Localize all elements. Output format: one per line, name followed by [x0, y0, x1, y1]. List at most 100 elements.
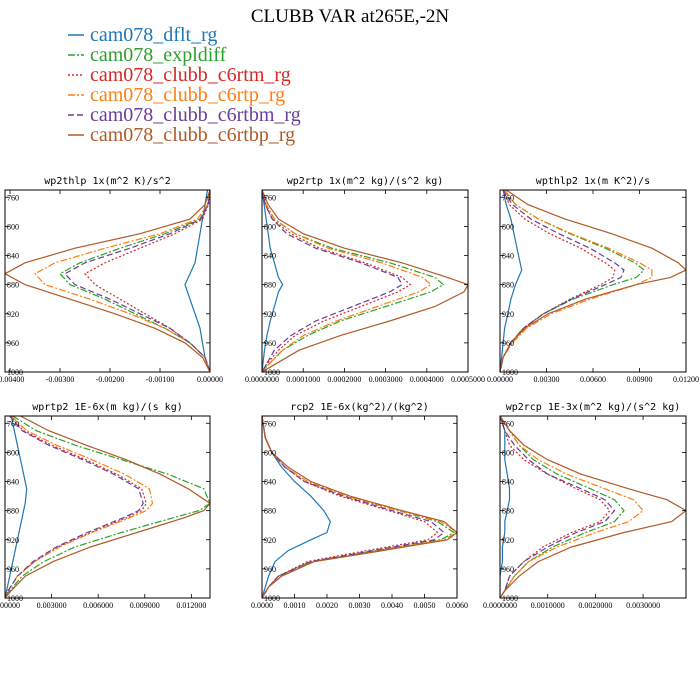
y-tick-label: 800 [264, 448, 276, 457]
y-tick-label: 760 [502, 193, 514, 202]
x-tick-label: 0.00000 [487, 375, 513, 384]
panel-title: wp2rtp 1x(m^2 kg)/(s^2 kg) [287, 176, 444, 187]
x-tick-label: 0.003000 [37, 601, 67, 610]
x-tick-label: 0.00000 [197, 375, 223, 384]
x-tick-label: 0.00600 [580, 375, 606, 384]
y-tick-label: 960 [502, 339, 514, 348]
legend-entry: cam078_dflt_rg [68, 24, 217, 46]
y-tick-label: 920 [502, 536, 514, 545]
x-tick-label: -0.00400 [0, 375, 24, 384]
series-line [262, 190, 403, 372]
legend-label: cam078_dflt_rg [90, 24, 217, 46]
y-tick-label: 960 [264, 565, 276, 574]
series-line [500, 190, 686, 372]
y-tick-label: 880 [7, 507, 19, 516]
y-tick-label: 880 [264, 507, 276, 516]
series-line [5, 416, 210, 598]
x-tick-label: 0.000000 [0, 601, 20, 610]
panel: wp2rcp 1E-3x(m^2 kg)/(s^2 kg) 760 800 840 88… [483, 402, 687, 610]
y-tick-label: 840 [264, 478, 276, 487]
x-tick-label: 0.0030000 [626, 601, 660, 610]
plot-frame [499, 415, 687, 599]
y-tick-label: 1000 [502, 368, 518, 377]
series-group [500, 190, 686, 372]
x-tick-label: 0.0020000 [578, 601, 612, 610]
series-line [500, 416, 616, 598]
series-group [500, 416, 686, 598]
panel-title: wp2thlp 1x(m^2 K)/s^2 [44, 176, 170, 187]
y-tick-label: 880 [502, 281, 514, 290]
series-line [500, 416, 625, 598]
series-line [262, 190, 412, 372]
panel: wp2thlp 1x(m^2 K)/s^2 760 800 840 880 920 960 1… [0, 176, 223, 384]
series-line [5, 190, 210, 372]
panel: rcp2 1E-6x(kg^2)/(kg^2) 760 800 840 880 920 96… [251, 402, 468, 610]
x-tick-label: 0.0000 [251, 601, 273, 610]
series-line [500, 190, 653, 372]
y-tick-label: 840 [7, 252, 19, 261]
series-line [262, 190, 432, 372]
legend-entry: cam078_expldiff [68, 44, 227, 66]
series-line [262, 190, 468, 372]
y-tick-label: 800 [264, 222, 276, 231]
x-tick-label: -0.00300 [46, 375, 75, 384]
y-tick-label: 960 [7, 565, 19, 574]
series-group [262, 190, 468, 372]
series-line [262, 190, 445, 372]
panel-title: wprtp2 1E-6x(m kg)/(s kg) [32, 402, 183, 413]
legend-entry: cam078_clubb_c6rtm_rg [68, 64, 291, 86]
series-line [262, 416, 445, 598]
panel: wp2rtp 1x(m^2 kg)/(s^2 kg) 760 800 840 880 92… [245, 176, 485, 384]
plot-frame [261, 189, 469, 373]
panel-title: rcp2 1E-6x(kg^2)/(kg^2) [290, 402, 428, 413]
x-tick-label: 0.0010 [284, 601, 306, 610]
y-tick-label: 920 [264, 310, 276, 319]
series-line [5, 416, 28, 598]
y-tick-label: 800 [502, 222, 514, 231]
y-tick-label: 840 [502, 478, 514, 487]
x-tick-label: 0.0001000 [286, 375, 320, 384]
panels: wp2thlp 1x(m^2 K)/s^2 760 800 840 880 920 960 1… [0, 176, 699, 610]
y-tick-label: 760 [502, 419, 514, 428]
series-line [64, 190, 210, 372]
y-tick-label: 960 [502, 565, 514, 574]
x-tick-label: 0.0060 [446, 601, 468, 610]
series-line [262, 416, 457, 598]
figure-title: CLUBB VAR at265E,-2N [251, 6, 450, 27]
legend-entry: cam078_clubb_c6rtbm_rg [68, 104, 301, 126]
series-line [34, 190, 210, 372]
y-tick-label: 760 [264, 193, 276, 202]
panel: wprtp2 1E-6x(m kg)/(s kg) 760 800 840 880 920… [0, 402, 211, 610]
legend-label: cam078_clubb_c6rtp_rg [90, 84, 285, 106]
y-tick-label: 960 [264, 339, 276, 348]
plot-frame [4, 189, 211, 373]
series-line [5, 416, 147, 598]
y-tick-label: 880 [502, 507, 514, 516]
series-line [500, 416, 511, 598]
x-tick-label: 0.0020 [316, 601, 338, 610]
x-tick-label: 0.00900 [627, 375, 653, 384]
y-tick-label: 800 [502, 448, 514, 457]
legend-label: cam078_clubb_c6rtbm_rg [90, 104, 301, 126]
x-tick-label: 0.0030 [349, 601, 371, 610]
series-line [5, 416, 144, 598]
y-tick-label: 880 [7, 281, 19, 290]
y-tick-label: 760 [7, 419, 19, 428]
series-line [500, 416, 611, 598]
x-tick-label: -0.00100 [146, 375, 175, 384]
y-tick-label: 920 [7, 310, 19, 319]
series-line [500, 190, 523, 372]
x-tick-label: 0.00300 [534, 375, 560, 384]
x-tick-label: -0.00200 [96, 375, 125, 384]
y-tick-label: 920 [502, 310, 514, 319]
series-group [5, 416, 210, 598]
y-tick-label: 760 [7, 193, 19, 202]
x-tick-label: 0.0004000 [410, 375, 444, 384]
y-tick-label: 1000 [7, 368, 23, 377]
x-tick-label: 0.0000000 [245, 375, 279, 384]
x-tick-label: 0.0002000 [327, 375, 361, 384]
y-tick-label: 1000 [264, 594, 280, 603]
series-line [262, 416, 331, 598]
x-tick-label: 0.0040 [381, 601, 403, 610]
